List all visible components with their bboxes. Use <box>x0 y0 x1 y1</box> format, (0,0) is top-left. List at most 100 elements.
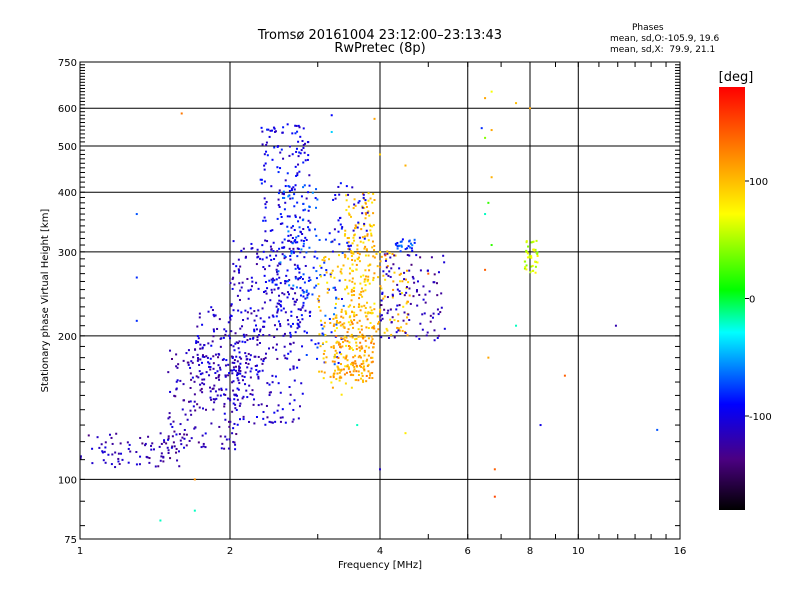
data-point <box>302 301 305 304</box>
data-point <box>227 420 230 423</box>
data-point <box>364 245 367 248</box>
data-point <box>396 288 399 291</box>
data-point <box>380 336 383 339</box>
data-point <box>397 320 400 323</box>
data-point <box>206 356 209 359</box>
data-point <box>320 323 323 326</box>
data-point <box>127 447 130 450</box>
data-point <box>399 250 402 253</box>
data-point <box>322 377 325 380</box>
data-point <box>331 269 334 272</box>
data-point <box>264 290 267 293</box>
data-point <box>360 345 363 348</box>
data-point <box>252 403 255 406</box>
data-point <box>350 333 353 336</box>
data-point <box>335 352 338 355</box>
data-point <box>229 420 232 423</box>
data-point <box>329 322 332 325</box>
data-point <box>266 240 269 243</box>
data-point <box>346 257 349 260</box>
data-point <box>334 306 337 309</box>
data-point <box>378 321 381 324</box>
data-point <box>437 271 440 274</box>
data-point <box>218 353 221 356</box>
data-point <box>107 453 110 456</box>
data-point <box>380 314 383 317</box>
data-point <box>395 331 398 334</box>
data-point <box>241 281 244 284</box>
data-point <box>356 244 359 247</box>
data-point <box>286 291 289 294</box>
data-point <box>209 368 212 371</box>
data-point <box>366 233 369 236</box>
data-point <box>425 334 428 337</box>
data-point <box>205 355 208 358</box>
data-point <box>103 450 106 453</box>
data-point <box>322 342 325 345</box>
data-point <box>332 376 335 379</box>
data-point <box>398 329 401 332</box>
data-point <box>299 405 302 408</box>
data-point <box>275 283 278 286</box>
data-point <box>536 261 539 264</box>
data-point <box>271 314 274 317</box>
data-point <box>298 325 301 328</box>
data-point <box>199 373 202 376</box>
data-point <box>332 324 335 327</box>
data-point <box>415 290 418 293</box>
data-point <box>234 443 237 446</box>
data-point <box>346 359 349 362</box>
data-point <box>223 412 226 415</box>
data-point <box>302 304 305 307</box>
data-point <box>402 319 405 322</box>
data-point <box>329 275 332 278</box>
data-point <box>354 259 357 262</box>
data-point <box>480 127 483 130</box>
data-point <box>405 269 408 272</box>
data-point <box>203 378 206 381</box>
data-point <box>393 319 396 322</box>
data-point <box>104 446 107 449</box>
data-point <box>324 334 327 337</box>
data-point <box>214 314 217 317</box>
data-point <box>402 305 405 308</box>
data-point <box>201 378 204 381</box>
data-point <box>275 270 278 273</box>
data-point <box>365 248 368 251</box>
data-point <box>535 239 538 242</box>
data-point <box>258 370 261 373</box>
data-point <box>162 456 165 459</box>
data-point <box>411 244 414 247</box>
data-point <box>309 279 312 282</box>
data-point <box>290 240 293 243</box>
data-point <box>324 314 327 317</box>
data-point <box>328 288 331 291</box>
data-point <box>236 387 239 390</box>
data-point <box>101 451 104 454</box>
data-point <box>367 370 370 373</box>
data-point <box>298 170 301 173</box>
data-point <box>246 277 249 280</box>
data-point <box>266 382 269 385</box>
data-point <box>229 316 232 319</box>
data-point <box>270 258 273 261</box>
data-point <box>355 364 358 367</box>
data-point <box>278 299 281 302</box>
data-point <box>379 153 381 156</box>
data-point <box>316 198 319 201</box>
data-point <box>353 198 356 201</box>
data-point <box>185 433 188 436</box>
data-point <box>195 341 198 344</box>
data-point <box>528 256 531 259</box>
data-point <box>366 312 369 315</box>
data-point <box>356 257 359 260</box>
data-point <box>299 231 302 234</box>
data-point <box>373 117 376 120</box>
data-point <box>200 387 203 390</box>
data-point <box>440 292 443 295</box>
data-point <box>279 167 282 170</box>
data-point <box>345 209 348 212</box>
data-point <box>141 442 144 445</box>
data-point <box>298 271 301 274</box>
data-point <box>335 378 338 381</box>
